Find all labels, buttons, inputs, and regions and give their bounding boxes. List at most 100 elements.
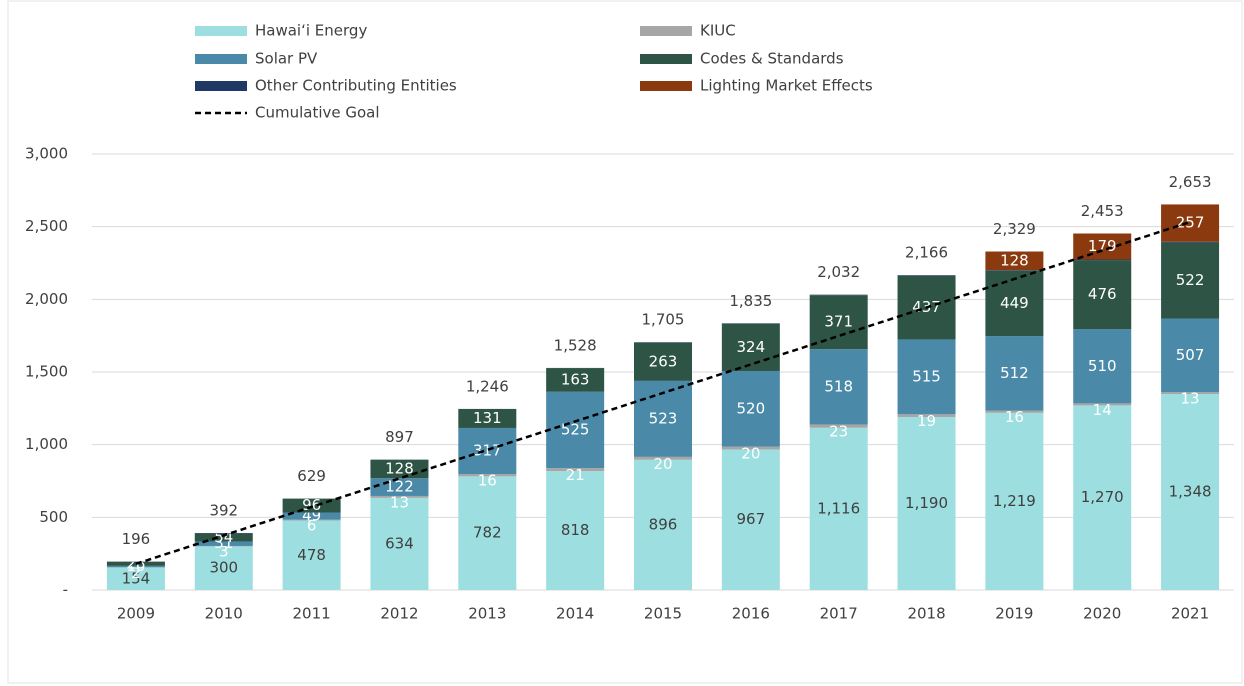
- total-label: 2,032: [817, 263, 860, 281]
- bar-segment: [1161, 204, 1220, 242]
- x-tick-label: 2011: [293, 605, 331, 623]
- bar-segment: [282, 512, 341, 520]
- legend-swatch: [195, 81, 247, 91]
- bar-segment: [194, 533, 253, 534]
- y-tick-label: 1,000: [25, 435, 68, 453]
- bar-segment: [809, 295, 868, 350]
- data-label: 478: [297, 546, 326, 564]
- legend-swatch: [640, 26, 692, 36]
- data-label: 1,219: [993, 492, 1036, 510]
- bar-segment: [546, 471, 605, 590]
- data-label: 324: [737, 338, 766, 356]
- x-tick-label: 2010: [205, 605, 243, 623]
- y-tick-label: 1,500: [25, 363, 68, 381]
- data-label: 20: [741, 445, 760, 463]
- x-tick-label: 2012: [380, 605, 418, 623]
- bar-segment: [634, 456, 692, 460]
- bar-segment: [809, 427, 868, 590]
- bar-segment: [1073, 405, 1132, 590]
- data-label: 163: [561, 370, 590, 388]
- data-label: 13: [390, 493, 409, 511]
- bar-segment: [1161, 392, 1220, 395]
- bar-segment: [634, 342, 692, 381]
- bar-segment: [897, 339, 956, 415]
- bar-segment: [458, 474, 517, 477]
- total-label: 1,835: [729, 292, 772, 310]
- legend-label: Solar PV: [255, 50, 318, 68]
- goal-line: [135, 220, 1191, 566]
- data-label: 520: [737, 399, 766, 417]
- data-label: 16: [478, 472, 497, 490]
- data-label: 3: [219, 543, 229, 561]
- bar-segment: [897, 414, 956, 418]
- data-label: 2: [131, 564, 141, 582]
- bar-segment: [721, 449, 780, 590]
- bar-segment: [458, 476, 517, 590]
- data-label: 14: [1093, 401, 1112, 419]
- bar-segment: [1073, 329, 1132, 404]
- legend-swatch: [195, 26, 247, 36]
- bar-segment: [1073, 260, 1132, 330]
- total-label: 1,246: [466, 377, 509, 395]
- y-tick-label: 500: [39, 508, 68, 526]
- bar-segment: [194, 541, 253, 546]
- x-tick-label: 2013: [468, 605, 506, 623]
- data-label: 818: [561, 521, 590, 539]
- bar-segment: [1161, 318, 1220, 393]
- data-label: 128: [385, 459, 414, 477]
- total-label: 2,329: [993, 220, 1036, 238]
- data-label: 967: [737, 510, 766, 528]
- data-label: 6: [307, 517, 317, 535]
- data-label: 1,270: [1081, 488, 1124, 506]
- legend-swatch: [640, 81, 692, 91]
- data-label: 782: [473, 524, 502, 542]
- x-tick-label: 2019: [995, 605, 1033, 623]
- bar-segment: [721, 446, 780, 450]
- data-label: 1,190: [905, 494, 948, 512]
- bar-segment: [721, 323, 780, 324]
- bar-segment: [1073, 403, 1132, 406]
- bar-segment: [897, 275, 956, 276]
- bar-segment: [634, 459, 692, 590]
- bar-segment: [194, 533, 253, 542]
- data-label: 525: [561, 420, 590, 438]
- bar-segment: [1073, 259, 1132, 261]
- total-label: 1,528: [554, 336, 597, 354]
- data-label: 371: [824, 313, 853, 331]
- bar-segment: [897, 417, 956, 590]
- data-label: 19: [917, 412, 936, 430]
- data-label: 896: [649, 515, 678, 533]
- data-label: 476: [1088, 285, 1117, 303]
- bar-segment: [106, 567, 165, 590]
- data-label: 523: [649, 409, 678, 427]
- x-tick-label: 2018: [907, 605, 945, 623]
- total-label: 2,166: [905, 244, 948, 262]
- data-label: 21: [566, 466, 585, 484]
- data-label: 634: [385, 534, 414, 552]
- bar-segment: [721, 370, 780, 447]
- chart-border: [7, 0, 1243, 684]
- total-label: 392: [209, 502, 238, 520]
- bar-segment: [1161, 394, 1220, 590]
- data-label: 317: [473, 441, 502, 459]
- bar-segment: [985, 412, 1044, 590]
- bar-segment: [985, 270, 1044, 337]
- bar-segment: [458, 408, 517, 428]
- y-tick-label: -: [63, 581, 68, 599]
- data-label: 96: [302, 496, 321, 514]
- data-label: 263: [649, 352, 678, 370]
- y-tick-label: 3,000: [25, 145, 68, 163]
- data-label: 1,116: [817, 499, 860, 517]
- bar-segment: [194, 546, 253, 590]
- data-label: 128: [1000, 251, 1029, 269]
- data-label: 20: [653, 455, 672, 473]
- data-label: 54: [214, 528, 233, 546]
- total-label: 1,705: [642, 311, 685, 329]
- bar-segment: [546, 368, 605, 392]
- bar-segment: [1073, 233, 1132, 260]
- total-label: 897: [385, 428, 414, 446]
- data-label: 122: [385, 478, 414, 496]
- bar-segment: [809, 294, 868, 296]
- legend-label: Other Contributing Entities: [255, 77, 457, 95]
